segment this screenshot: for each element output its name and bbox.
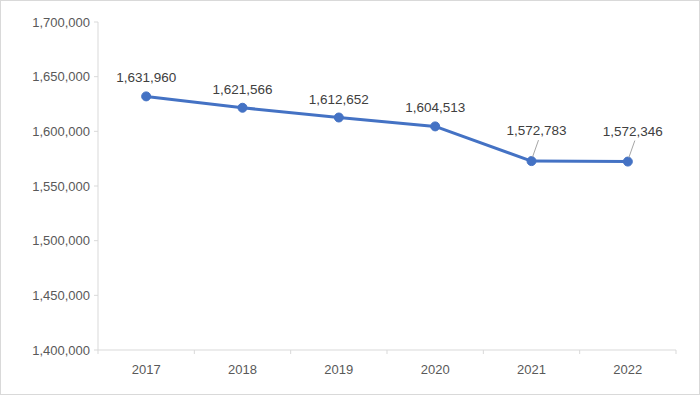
y-tick-label: 1,650,000 <box>32 69 90 84</box>
y-tick <box>94 350 98 351</box>
x-tick-label: 2020 <box>421 362 450 377</box>
x-tick <box>387 350 388 354</box>
data-label: 1,604,513 <box>405 100 465 115</box>
chart: 1,400,000 1,450,000 1,500,000 1,550,000 1,60… <box>0 0 700 395</box>
data-label: 1,572,346 <box>603 124 663 139</box>
y-tick <box>94 22 98 23</box>
x-tick <box>98 350 99 354</box>
data-point <box>142 92 151 101</box>
x-tick-label: 2017 <box>132 362 161 377</box>
x-tick-label: 2021 <box>517 362 546 377</box>
data-label: 1,612,652 <box>309 92 369 107</box>
y-axis <box>98 22 99 350</box>
data-line <box>146 96 628 161</box>
y-tick-label: 1,600,000 <box>32 124 90 139</box>
x-tick <box>290 350 291 354</box>
data-point <box>431 122 440 131</box>
data-point <box>334 113 343 122</box>
y-tick-label: 1,700,000 <box>32 15 90 30</box>
data-label: 1,572,783 <box>506 123 566 138</box>
y-tick <box>94 240 98 241</box>
y-tick-label: 1,550,000 <box>32 179 90 194</box>
x-tick-label: 2022 <box>613 362 642 377</box>
y-tick <box>94 295 98 296</box>
data-point <box>527 157 536 166</box>
y-tick-label: 1,500,000 <box>32 233 90 248</box>
y-tick <box>94 186 98 187</box>
y-tick <box>94 131 98 132</box>
data-label: 1,621,566 <box>212 82 272 97</box>
chart-frame <box>1 1 700 395</box>
x-tick-label: 2018 <box>228 362 257 377</box>
x-tick <box>676 350 677 354</box>
y-tick-label: 1,400,000 <box>32 343 90 358</box>
data-point <box>238 103 247 112</box>
y-tick-label: 1,450,000 <box>32 288 90 303</box>
x-tick-label: 2019 <box>324 362 353 377</box>
x-tick <box>483 350 484 354</box>
x-tick <box>579 350 580 354</box>
leader-line <box>533 140 539 157</box>
leader-line <box>629 141 635 158</box>
data-point <box>623 157 632 166</box>
data-label: 1,631,960 <box>116 70 176 85</box>
y-tick <box>94 76 98 77</box>
plot-area <box>142 92 633 166</box>
x-tick <box>194 350 195 354</box>
